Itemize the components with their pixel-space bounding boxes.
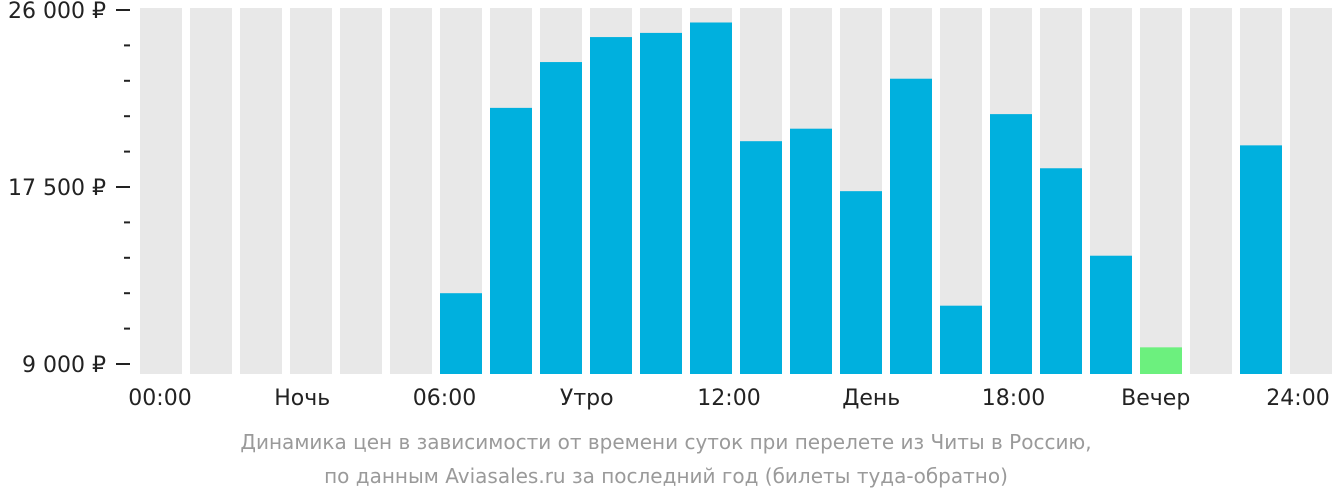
x-tick-label: День: [842, 386, 900, 411]
x-tick-label: 06:00: [413, 386, 476, 411]
x-tick-label: Ночь: [274, 386, 330, 411]
bar-hour-13[interactable]: [790, 128, 832, 374]
bar-hour-12[interactable]: [740, 141, 782, 374]
chart-caption-line1: Динамика цен в зависимости от времени су…: [240, 430, 1092, 454]
y-tick-label: 17 500 ₽: [8, 176, 106, 201]
bar-hour-9[interactable]: [590, 37, 632, 374]
bar-hour-11[interactable]: [690, 22, 732, 375]
y-tick-label: 9 000 ₽: [22, 353, 106, 378]
bar-hour-15[interactable]: [890, 78, 932, 374]
column-bg-1: [190, 8, 232, 374]
x-tick-label: 24:00: [1266, 386, 1329, 411]
x-tick-label: Вечер: [1121, 386, 1190, 411]
x-tick-label: 00:00: [128, 386, 191, 411]
bar-hour-16[interactable]: [940, 305, 982, 374]
chart-caption-line2: по данным Aviasales.ru за последний год …: [324, 464, 1008, 488]
column-bg-0: [140, 8, 182, 374]
column-bg-23: [1290, 8, 1332, 374]
y-tick-label: 26 000 ₽: [8, 0, 106, 24]
bar-hour-14[interactable]: [840, 191, 882, 374]
bar-hour-7[interactable]: [490, 107, 532, 374]
column-bg-4: [340, 8, 382, 374]
bar-hour-19[interactable]: [1090, 255, 1132, 374]
y-axis: 26 000 ₽ 17 500 ₽ 9 000 ₽: [8, 0, 130, 378]
bar-hour-10[interactable]: [640, 32, 682, 374]
bar-hour-20[interactable]: [1140, 347, 1182, 374]
bar-hour-22[interactable]: [1240, 145, 1282, 374]
bars: [440, 22, 1282, 375]
bar-hour-18[interactable]: [1040, 168, 1082, 374]
x-tick-label: 12:00: [697, 386, 760, 411]
x-tick-label: 18:00: [982, 386, 1045, 411]
x-axis: 00:00 Ночь 06:00 Утро 12:00 День 18:00 Вечер 24:…: [128, 386, 1329, 411]
bar-hour-8[interactable]: [540, 62, 582, 374]
bar-hour-6[interactable]: [440, 293, 482, 374]
column-bg-20: [1140, 8, 1182, 374]
price-by-time-chart: 26 000 ₽ 17 500 ₽ 9 000 ₽ 00:00 Ночь 06:00 Ут…: [8, 0, 1332, 411]
column-bg-21: [1190, 8, 1232, 374]
column-bg-5: [390, 8, 432, 374]
column-bg-3: [290, 8, 332, 374]
column-bg-2: [240, 8, 282, 374]
bar-hour-17[interactable]: [990, 114, 1032, 374]
x-tick-label: Утро: [560, 386, 614, 411]
background-columns: [140, 8, 1332, 374]
